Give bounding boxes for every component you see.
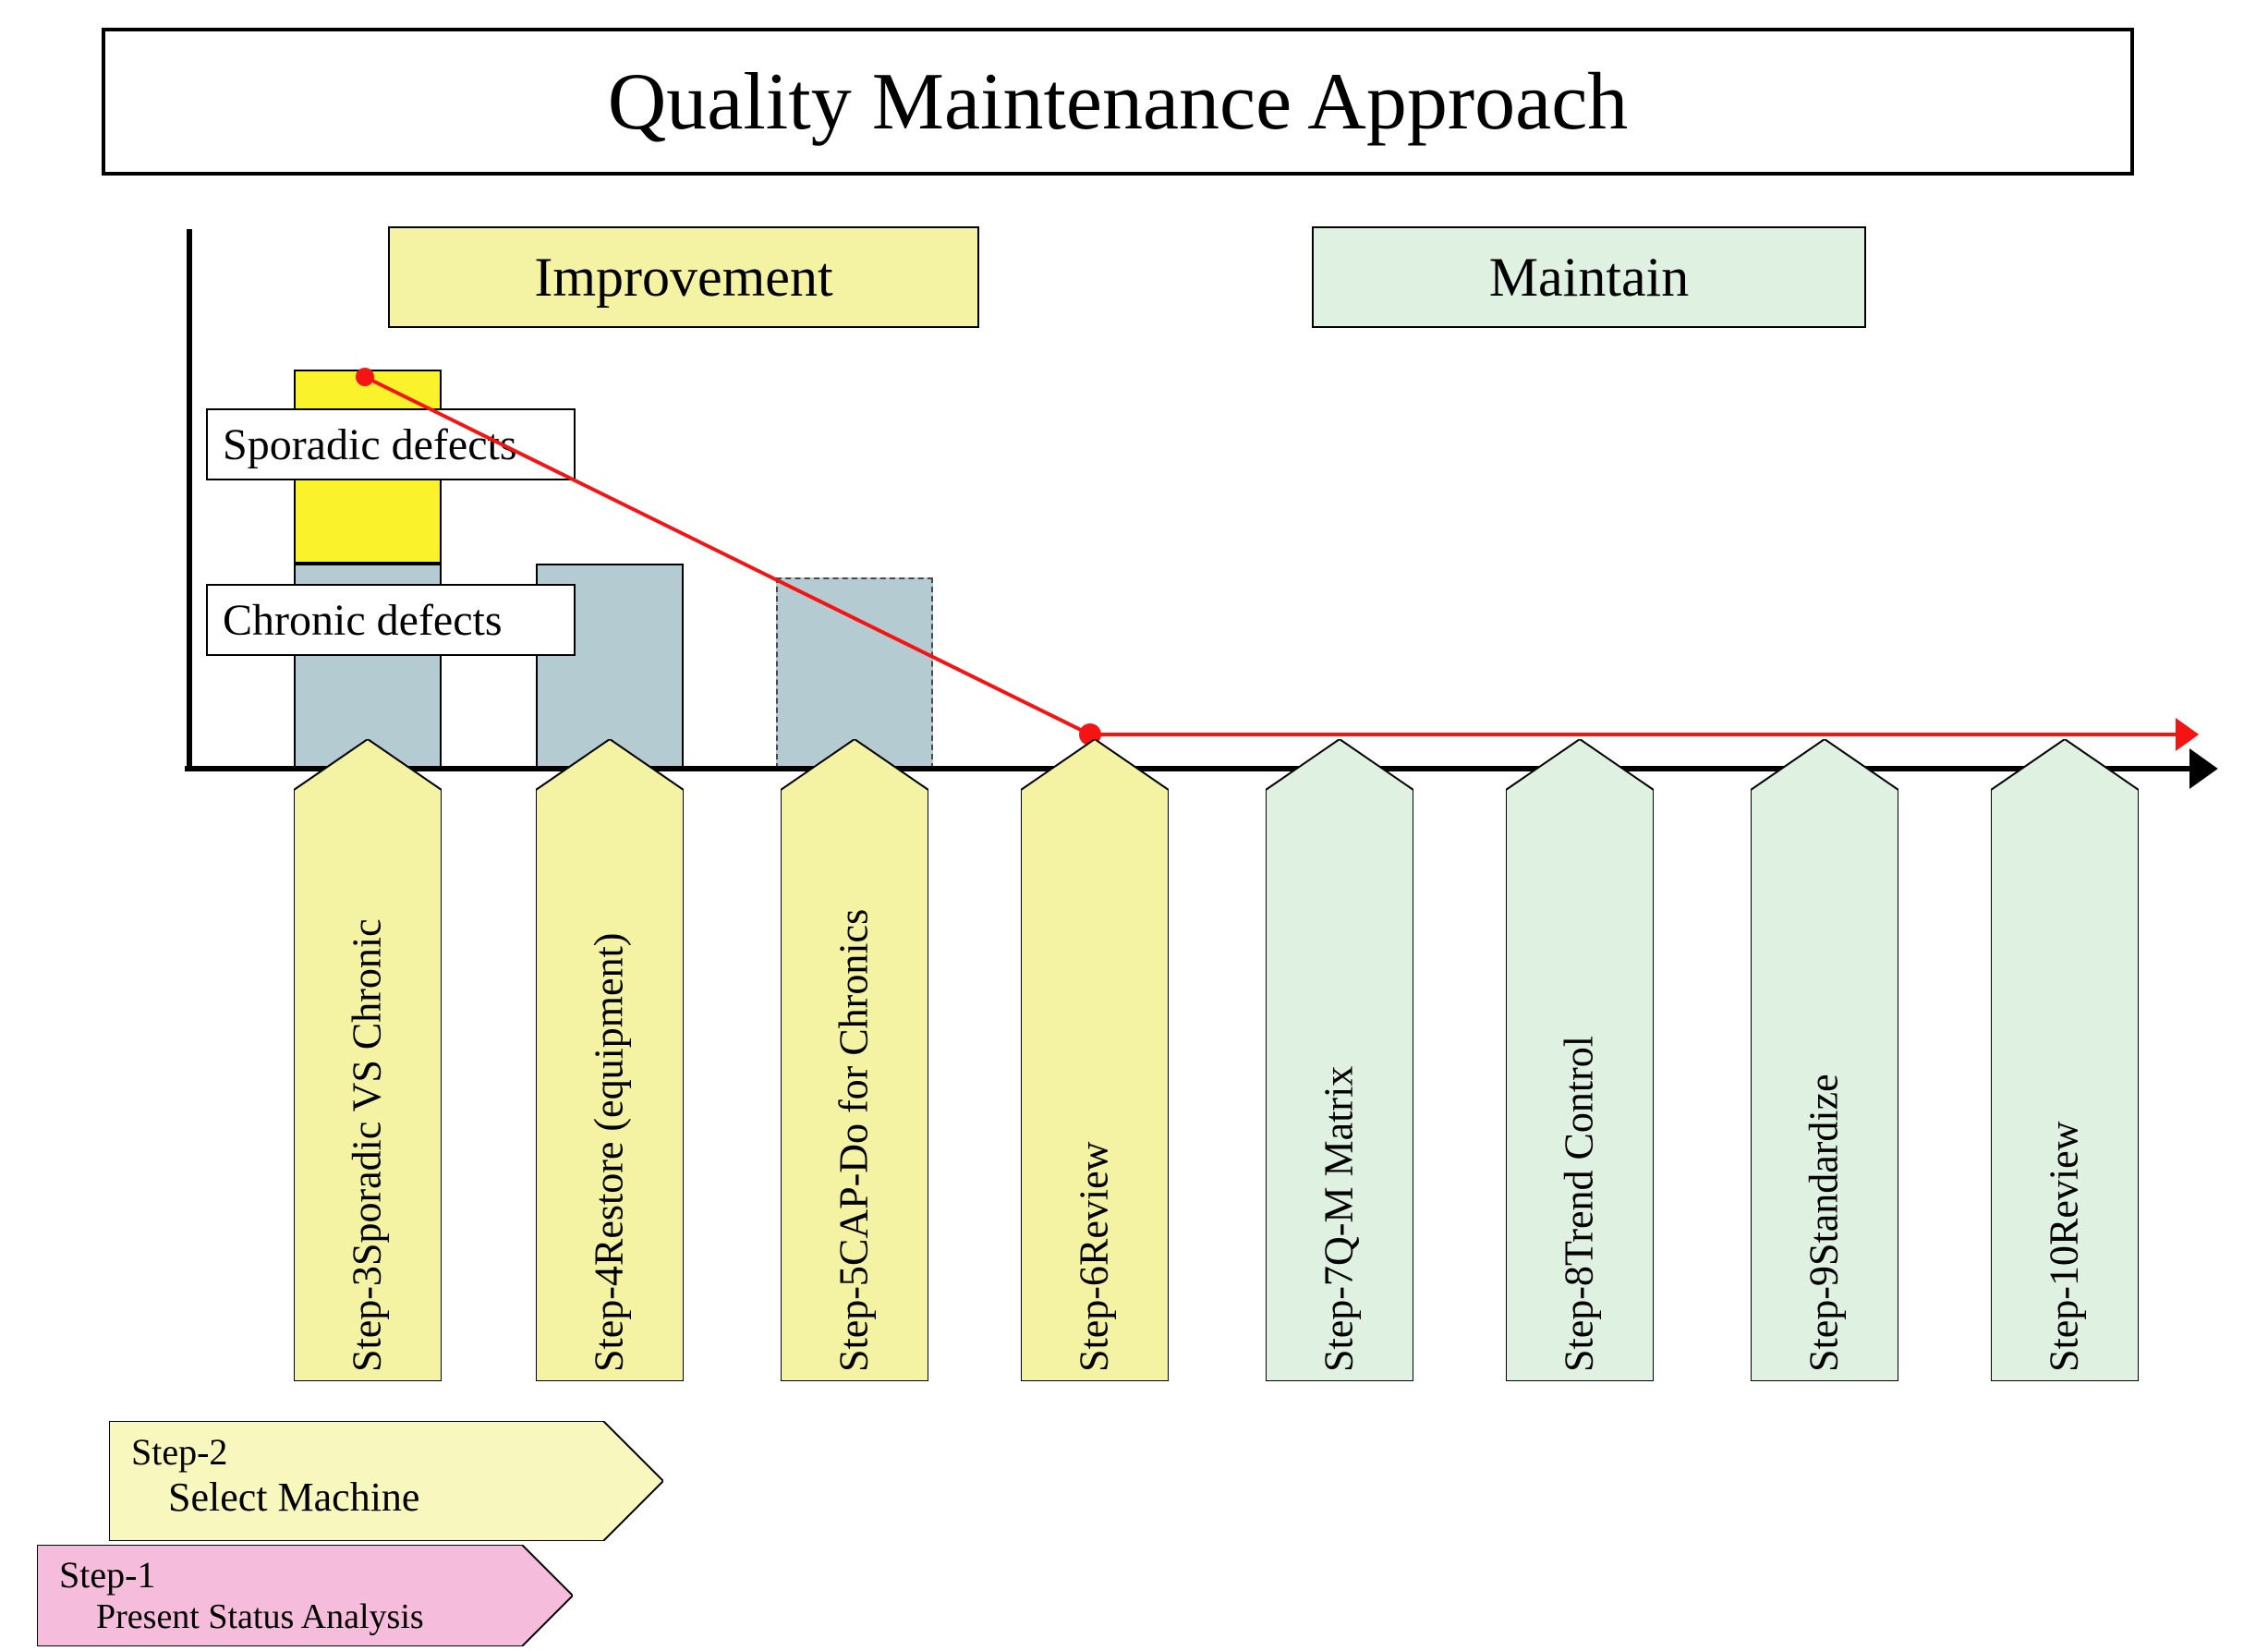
step-number: Step-9 — [1801, 1266, 1849, 1372]
phase-box-0: Improvement — [388, 226, 979, 328]
defect-label-box-1: Chronic defects — [206, 584, 576, 656]
step-label: Step-9Standardize — [1751, 808, 1898, 1372]
step-label: Step-4Restore (equipment) — [536, 808, 684, 1372]
step-arrow-3: Step-3Sporadic VS Chronic — [294, 739, 442, 1381]
step-arrow-5: Step-5CAP-Do for Chronics — [781, 739, 928, 1381]
bottom-step-label: Select Machine — [131, 1474, 630, 1521]
bottom-step-label: Present Status Analysis — [59, 1596, 540, 1637]
step-arrow-4: Step-4Restore (equipment) — [536, 739, 684, 1381]
step-text: Trend Control — [1557, 1036, 1604, 1266]
step-label: Step-7Q-M Matrix — [1266, 808, 1413, 1372]
step-text: Standardize — [1801, 1074, 1849, 1266]
phase-label: Maintain — [1489, 246, 1690, 310]
bottom-step-number: Step-1 — [59, 1553, 540, 1596]
diagram-canvas: Quality Maintenance Approach Improvement M… — [0, 0, 2268, 1625]
step-text: Review — [1072, 1142, 1119, 1266]
step-number: Step-5 — [831, 1266, 879, 1372]
step-number: Step-6 — [1072, 1266, 1119, 1372]
defect-label: Chronic defects — [223, 595, 503, 646]
bottom-step-2: Step-2Select Machine — [109, 1421, 663, 1541]
x-axis-arrow-icon — [2189, 748, 2218, 789]
step-label: Step-6Review — [1021, 808, 1169, 1372]
step-text: Review — [2042, 1122, 2089, 1245]
step-arrow-10: Step-10Review — [1991, 739, 2139, 1381]
step-label: Step-8Trend Control — [1506, 808, 1654, 1372]
page-title-box: Quality Maintenance Approach — [102, 28, 2134, 176]
step-text: Restore (equipment) — [587, 933, 634, 1266]
step-label: Step-5CAP-Do for Chronics — [781, 808, 928, 1372]
step-text: CAP-Do for Chronics — [831, 909, 879, 1266]
bottom-step-text-wrap: Step-2Select Machine — [131, 1430, 630, 1521]
step-number: Step-8 — [1557, 1266, 1604, 1372]
step-arrow-6: Step-6Review — [1021, 739, 1169, 1381]
bottom-step-text-wrap: Step-1Present Status Analysis — [59, 1553, 540, 1637]
step-arrow-7: Step-7Q-M Matrix — [1266, 739, 1413, 1381]
bottom-step-number: Step-2 — [131, 1430, 630, 1474]
phase-box-1: Maintain — [1312, 226, 1866, 328]
step-label: Step-10Review — [1991, 808, 2139, 1372]
trend-arrow-icon — [2176, 718, 2199, 751]
bottom-step-1: Step-1Present Status Analysis — [37, 1545, 573, 1646]
defect-label: Sporadic defects — [223, 419, 517, 470]
step-arrow-9: Step-9Standardize — [1751, 739, 1898, 1381]
step-number: Step-3 — [345, 1266, 392, 1372]
step-text: Q-M Matrix — [1316, 1066, 1364, 1266]
page-title: Quality Maintenance Approach — [608, 55, 1629, 149]
step-label: Step-3Sporadic VS Chronic — [294, 808, 442, 1372]
step-arrow-8: Step-8Trend Control — [1506, 739, 1654, 1381]
defect-label-box-0: Sporadic defects — [206, 408, 576, 480]
step-number: Step-7 — [1316, 1266, 1364, 1372]
step-number: Step-10 — [2042, 1245, 2089, 1372]
step-text: Sporadic VS Chronic — [345, 918, 392, 1266]
phase-label: Improvement — [534, 246, 832, 310]
step-number: Step-4 — [587, 1266, 634, 1372]
